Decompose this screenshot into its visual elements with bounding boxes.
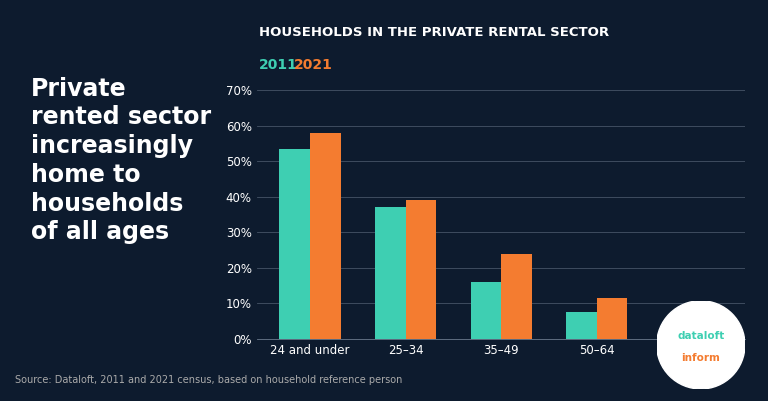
Bar (310, 133, 340, 339)
Text: Private
rented sector
increasingly
home to
households
of all ages: Private rented sector increasingly home … (31, 77, 211, 244)
Text: dataloft: dataloft (677, 331, 724, 341)
Text: inform: inform (681, 353, 720, 363)
Bar (406, 200, 436, 339)
Text: HOUSEHOLDS IN THE PRIVATE RENTAL SECTOR: HOUSEHOLDS IN THE PRIVATE RENTAL SECTOR (259, 26, 609, 39)
Text: 2021: 2021 (293, 58, 333, 72)
Bar (692, 323, 723, 339)
Bar (471, 282, 501, 339)
Bar (375, 207, 406, 339)
Bar (501, 253, 531, 339)
Text: 2011: 2011 (259, 58, 298, 72)
Bar (566, 312, 597, 339)
Bar (280, 149, 310, 339)
Bar (662, 328, 692, 339)
Bar (597, 298, 627, 339)
Ellipse shape (657, 301, 745, 389)
Text: Source: Dataloft, 2011 and 2021 census, based on household reference person: Source: Dataloft, 2011 and 2021 census, … (15, 375, 402, 385)
